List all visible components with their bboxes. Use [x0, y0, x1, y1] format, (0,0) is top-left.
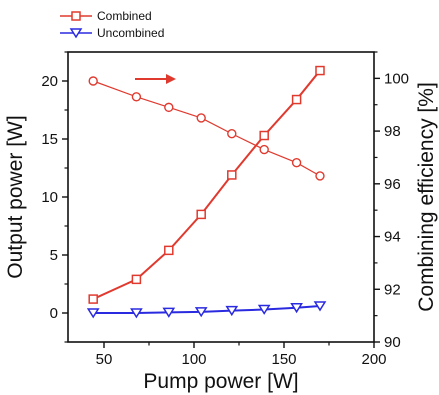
data-point: [291, 158, 302, 168]
legend-combined-label: Combined: [97, 9, 152, 23]
y-right-tick-label: 96: [384, 176, 401, 193]
y-right-axis-label: Combining efficiency [%]: [415, 82, 438, 312]
data-point: [130, 308, 143, 319]
y-left-axis: 0 5 10 15 20: [41, 51, 68, 343]
series-layer: [86, 65, 327, 319]
data-point: [162, 307, 176, 318]
x-axis: 50 100 150 200: [96, 342, 387, 368]
data-point: [313, 301, 327, 312]
y-right-tick-label: 92: [384, 281, 401, 298]
x-tick-label: 50: [96, 351, 113, 368]
data-point: [259, 130, 269, 141]
series-0: [88, 65, 325, 304]
legend-item-uncombined: Uncombined: [60, 26, 164, 40]
data-point: [290, 303, 303, 314]
data-point: [131, 92, 142, 102]
data-point: [225, 305, 239, 317]
data-point: [131, 274, 142, 285]
y-right-tick-label: 98: [384, 123, 401, 140]
data-point: [291, 94, 302, 105]
data-point: [315, 65, 325, 76]
data-point: [259, 144, 269, 155]
data-point: [196, 113, 206, 123]
y-left-tick-label: 15: [41, 131, 58, 148]
y-right-axis: 90 92 94 96 98 100: [374, 51, 409, 351]
series-2: [88, 76, 325, 181]
data-point: [88, 76, 98, 86]
legend-uncombined-marker: [69, 28, 83, 39]
data-point: [164, 102, 174, 113]
y-left-axis-label: Output power [W]: [4, 115, 27, 278]
data-point: [194, 307, 208, 318]
legend-uncombined-label: Uncombined: [97, 26, 164, 40]
series-line: [93, 305, 321, 314]
series-line: [92, 69, 321, 300]
data-point: [227, 129, 237, 139]
x-tick-label: 100: [181, 351, 206, 368]
y-left-tick-label: 20: [41, 73, 58, 90]
y-right-tick-label: 94: [384, 229, 401, 246]
series-1: [86, 301, 327, 319]
y-left-tick-label: 10: [41, 189, 58, 206]
data-point: [164, 245, 174, 256]
x-tick-label: 150: [271, 351, 296, 368]
legend: Combined Uncombined: [60, 9, 164, 40]
legend-item-combined: Combined: [60, 9, 152, 23]
plot-frame: [67, 51, 375, 343]
y-left-tick-label: 0: [50, 305, 58, 322]
x-axis-label: Pump power [W]: [143, 370, 298, 393]
y-left-tick-label: 5: [50, 247, 58, 264]
data-point: [196, 209, 206, 220]
data-point: [257, 304, 271, 315]
x-tick-label: 200: [361, 351, 386, 368]
data-point: [315, 171, 325, 181]
data-point: [86, 308, 100, 319]
y-right-tick-label: 100: [384, 70, 409, 87]
annotation-arrow: [135, 74, 176, 84]
data-point: [88, 294, 98, 304]
y-right-tick-label: 90: [384, 334, 401, 351]
series-line: [92, 80, 321, 177]
data-point: [227, 170, 237, 180]
legend-combined-marker: [71, 11, 81, 21]
